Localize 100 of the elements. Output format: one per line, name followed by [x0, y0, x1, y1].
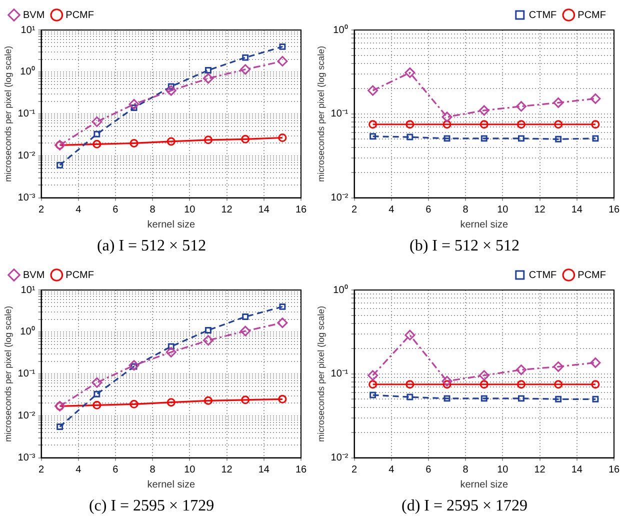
y-tick-label: 10⁰	[333, 284, 348, 296]
y-tick-label: 10⁰	[333, 24, 348, 36]
y-tick-label: 10⁻¹	[330, 368, 349, 380]
x-tick-label: 12	[221, 204, 233, 216]
point	[554, 380, 563, 389]
y-tick-label: 10⁻¹	[18, 108, 36, 120]
point	[554, 120, 563, 129]
x-axis-title: kernel size	[147, 480, 196, 491]
point	[553, 361, 564, 372]
point	[406, 394, 414, 400]
x-tick-label: 10	[497, 464, 509, 476]
point	[406, 134, 414, 140]
x-tick-label: 2	[38, 464, 44, 476]
text: (b) I = 512 × 512	[409, 238, 520, 255]
y-axis-title: microseconds per pixel (log scale)	[316, 306, 326, 442]
point	[480, 120, 488, 129]
point	[202, 335, 214, 346]
x-tick-label: 8	[150, 204, 156, 216]
x-axis-title: kernel size	[460, 220, 508, 231]
point	[204, 396, 212, 405]
point	[590, 357, 601, 368]
point	[56, 424, 64, 430]
legend-label: PCMF	[578, 10, 606, 21]
point	[279, 303, 286, 310]
x-tick-label: 16	[295, 464, 307, 476]
x-axis-title: kernel size	[460, 480, 508, 491]
legend-label: CTMF	[528, 270, 557, 281]
point	[166, 346, 176, 358]
x-tick-label: 6	[426, 464, 432, 476]
point	[277, 56, 288, 66]
point	[94, 130, 100, 138]
point	[518, 135, 524, 142]
x-tick-label: 2	[351, 464, 358, 476]
point	[278, 134, 287, 142]
point	[553, 97, 564, 108]
text: (a) I = 512 × 512	[96, 238, 206, 255]
x-tick-label: 2	[38, 204, 44, 216]
point	[277, 318, 288, 328]
legend-label: PCMF	[578, 270, 606, 281]
y-tick-label: 10⁰	[20, 66, 36, 78]
x-tick-label: 2	[351, 204, 358, 216]
point	[555, 396, 562, 402]
x-tick-label: 8	[462, 464, 469, 476]
point	[166, 398, 176, 407]
y-tick-label: 10⁻²	[330, 452, 349, 464]
point	[442, 380, 452, 389]
x-tick-label: 4	[388, 464, 395, 476]
point	[240, 326, 251, 336]
legend-label: PCMF	[66, 10, 94, 21]
point	[442, 112, 452, 122]
point	[518, 395, 524, 402]
x-tick-label: 4	[76, 204, 82, 216]
legend-label: PCMF	[66, 270, 94, 281]
point	[94, 390, 100, 398]
point	[478, 105, 490, 116]
point	[590, 93, 601, 104]
point	[168, 83, 174, 90]
x-axis-title: kernel size	[147, 220, 196, 231]
y-tick-label: 10⁻¹	[18, 368, 36, 380]
point	[516, 380, 526, 389]
point	[242, 54, 249, 61]
point	[368, 380, 378, 389]
point	[592, 396, 599, 402]
point	[406, 380, 414, 389]
x-tick-label: 4	[76, 464, 82, 476]
point	[478, 370, 490, 381]
point	[555, 136, 562, 142]
point	[166, 85, 176, 96]
x-tick-label: 10	[184, 464, 196, 476]
point	[278, 394, 287, 404]
point	[92, 377, 102, 388]
legend-label: CTMF	[528, 10, 557, 21]
text: (c) I = 2595 × 1729	[88, 498, 214, 515]
point	[370, 133, 376, 140]
y-tick-label: 10⁻²	[330, 192, 349, 204]
point	[444, 395, 450, 402]
point	[92, 116, 102, 127]
x-tick-label: 16	[608, 464, 620, 476]
point	[92, 400, 102, 410]
point	[130, 138, 138, 148]
point	[404, 330, 416, 340]
x-tick-label: 10	[497, 204, 509, 216]
legend-label: BVM	[23, 270, 45, 281]
point	[368, 370, 378, 381]
x-tick-label: 8	[462, 204, 469, 216]
point	[368, 120, 378, 129]
point	[442, 120, 452, 129]
point	[204, 136, 212, 144]
x-tick-label: 6	[112, 204, 119, 216]
y-axis-title: microseconds per pixel (log scale)	[2, 306, 13, 442]
point	[202, 73, 214, 84]
y-tick-label: 10⁻³	[18, 192, 36, 204]
point	[130, 400, 138, 408]
point	[168, 343, 174, 350]
y-tick-label: 10⁻³	[18, 452, 36, 464]
point	[480, 395, 488, 402]
point	[591, 380, 600, 389]
point	[591, 120, 600, 129]
point	[480, 135, 488, 142]
text: (d) I = 2595 × 1729	[401, 498, 528, 515]
